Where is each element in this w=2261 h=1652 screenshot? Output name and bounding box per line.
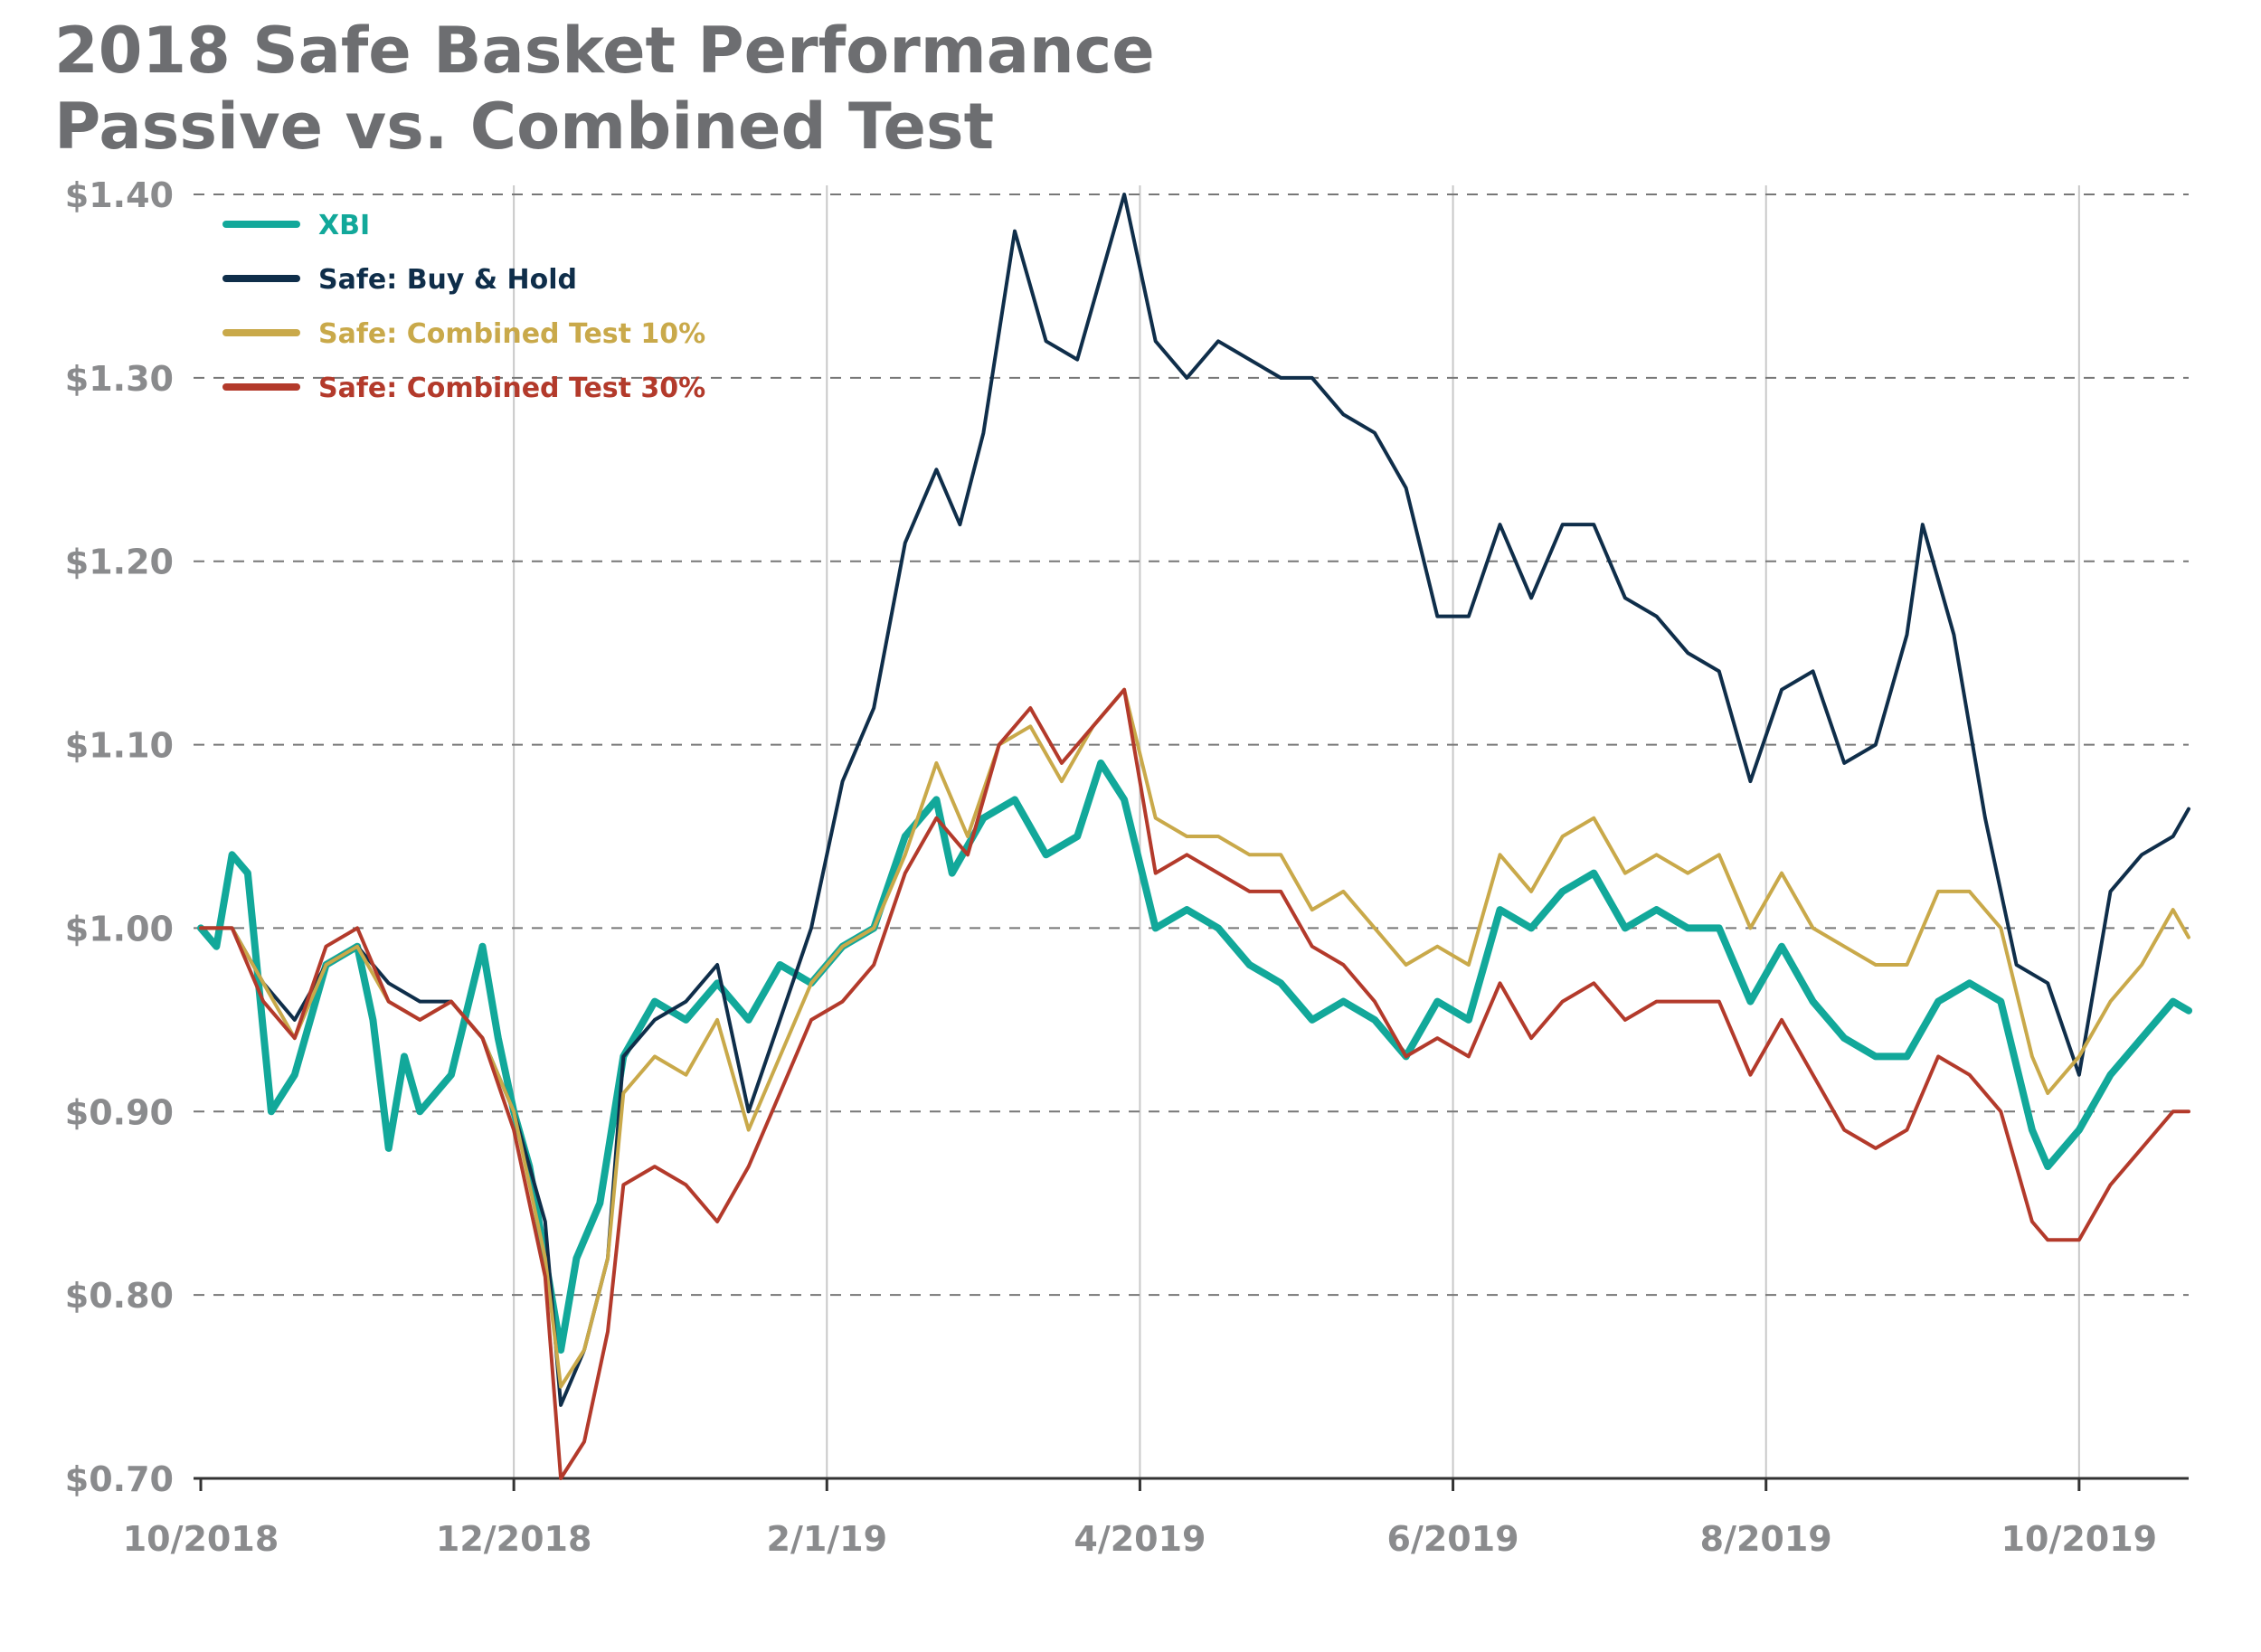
- chart-title: 2018 Safe Basket Performance: [54, 14, 1155, 88]
- y-tick-label: $0.70: [65, 1459, 174, 1499]
- x-tick-label: 8/2019: [1700, 1519, 1832, 1559]
- legend-entry: Safe: Buy & Hold: [318, 264, 577, 296]
- legend-entry: Safe: Combined Test 30%: [318, 373, 705, 404]
- y-tick-label: $1.10: [65, 726, 174, 766]
- x-tick-label: 2/1/19: [767, 1519, 888, 1559]
- legend: XBI Safe: Buy & Hold Safe: Combined Test 1…: [222, 210, 705, 404]
- x-tick-label: 10/2019: [2001, 1519, 2158, 1559]
- y-tick-label: $1.20: [65, 543, 174, 582]
- grid: [194, 185, 2189, 1478]
- axes: 10/2018 12/2018 2/1/19 4/2019 6/2019 8/2019 10…: [65, 175, 2189, 1559]
- series-line: [197, 759, 2192, 1354]
- x-tick-label: 6/2019: [1387, 1519, 1519, 1559]
- x-tick-label: 10/2018: [123, 1519, 279, 1559]
- x-tick-label: 4/2019: [1074, 1519, 1206, 1559]
- legend-entry: XBI: [318, 210, 370, 241]
- y-tick-label: $0.90: [65, 1092, 174, 1132]
- y-tick-label: $1.30: [65, 359, 174, 399]
- series-line: [199, 687, 2190, 1389]
- series-lines: [197, 193, 2192, 1480]
- chart-title-block: 2018 Safe Basket Performance Passive vs.…: [54, 13, 1155, 165]
- y-tick-label: $0.80: [65, 1276, 174, 1316]
- series-line: [199, 193, 2190, 1407]
- y-tick-label: $1.40: [65, 175, 174, 215]
- x-tick-label: 12/2018: [436, 1519, 592, 1559]
- y-tick-label: $1.00: [65, 909, 174, 949]
- legend-entry: Safe: Combined Test 10%: [318, 318, 705, 350]
- series-line: [199, 687, 2190, 1480]
- chart-subtitle: Passive vs. Combined Test: [54, 90, 995, 164]
